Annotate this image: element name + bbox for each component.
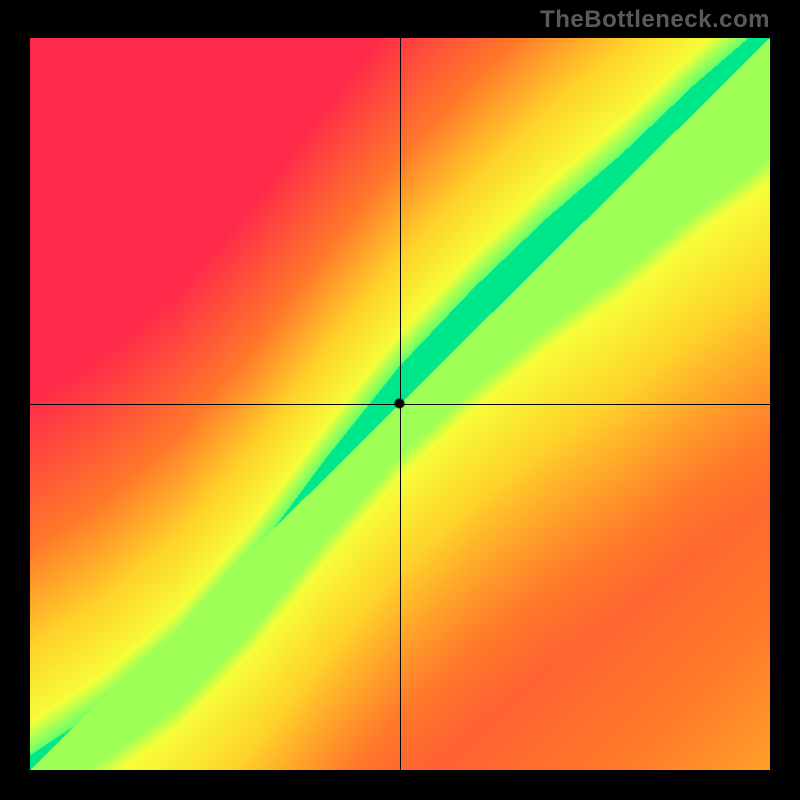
crosshair-vertical: [400, 38, 401, 770]
watermark-text: TheBottleneck.com: [540, 6, 770, 34]
